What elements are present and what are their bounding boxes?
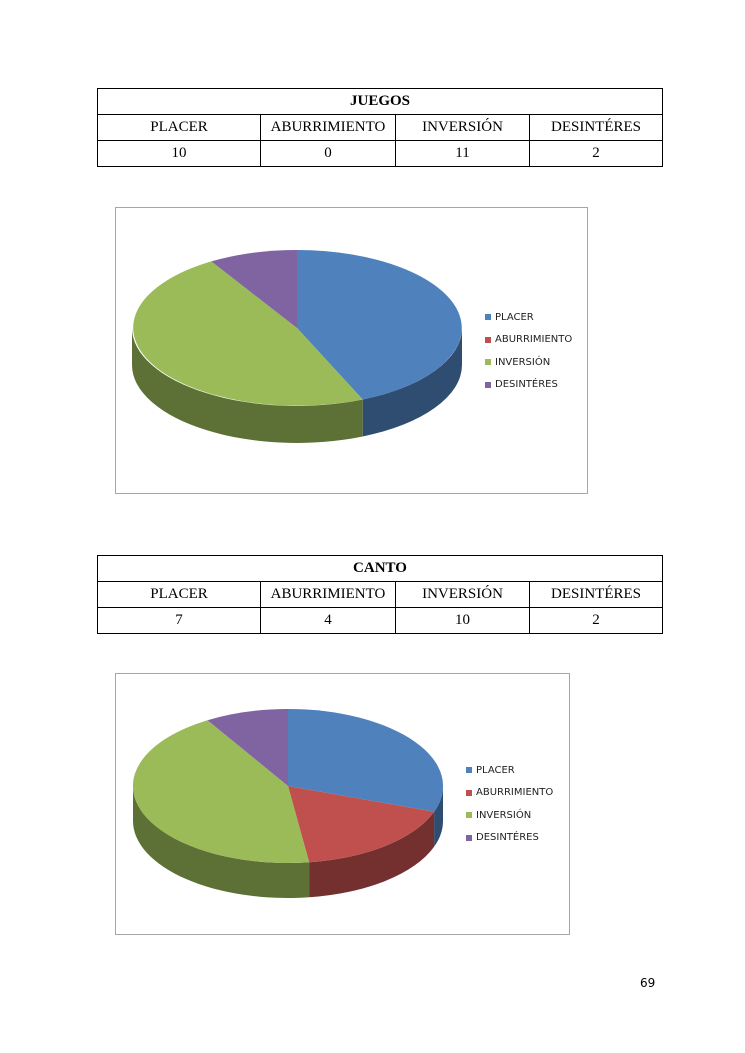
table-title: CANTO [97,555,663,582]
legend-item: ABURRIMIENTO [485,329,572,352]
value-cell: 2 [529,140,663,167]
legend-item: ABURRIMIENTO [466,782,553,805]
pie-slice-side-placer [362,328,462,437]
legend-label: DESINTÉRES [476,832,539,844]
legend-swatch [485,314,491,321]
value-cell: 11 [395,140,530,167]
header-cell: PLACER [97,114,261,141]
legend-swatch [466,789,472,796]
pie-slice-inversión [133,261,363,406]
legend-swatch [466,834,472,841]
legend-swatch [466,812,472,819]
pie-svg [132,250,462,443]
pie-svg [132,709,444,899]
legend-label: INVERSIÓN [476,809,532,821]
pie-slice-side-inversión [132,328,363,443]
value-cell: 0 [260,140,396,167]
header-cell: PLACER [97,581,261,608]
legend: PLACER ABURRIMIENTO INVERSIÓN DESINTÉRES [466,759,553,849]
pie-slice-inversión [132,720,310,864]
legend-item: PLACER [485,306,572,329]
page-number: 69 [640,976,656,990]
value-cell: 10 [97,140,261,167]
legend-item: INVERSIÓN [466,804,553,827]
value-cell: 2 [529,607,663,634]
legend-swatch [485,359,491,366]
pie-slice-side-aburrimiento [309,811,435,898]
pie-slice-aburrimiento [288,786,435,863]
legend-item: INVERSIÓN [485,351,572,374]
legend-item: PLACER [466,759,553,782]
table-title: JUEGOS [97,88,663,115]
legend-label: ABURRIMIENTO [495,334,573,346]
legend-swatch [485,336,491,343]
header-cell: INVERSIÓN [395,114,530,141]
juegos-pie-chart: PLACER ABURRIMIENTO INVERSIÓN DESINTÉRES [115,207,588,494]
header-cell: DESINTÉRES [529,581,663,608]
canto-table: CANTO PLACER ABURRIMIENTO INVERSIÓN DESI… [97,555,663,634]
header-cell: ABURRIMIENTO [260,114,396,141]
header-cell: ABURRIMIENTO [260,581,396,608]
legend-label: PLACER [476,764,515,776]
juegos-table: JUEGOS PLACER ABURRIMIENTO INVERSIÓN DES… [97,88,663,167]
pie-slice-side-placer [434,786,444,847]
value-cell: 7 [97,607,261,634]
legend-item: DESINTÉRES [485,374,572,397]
header-cell: DESINTÉRES [529,114,663,141]
value-cell: 10 [395,607,530,634]
legend-label: ABURRIMIENTO [476,787,554,799]
pie-slice-side-inversión [133,786,310,899]
legend-swatch [485,381,491,388]
pie-slice-desintéres [211,250,297,328]
pie-slice-desintéres [207,709,288,786]
pie-slice-placer [297,250,462,400]
header-cell: INVERSIÓN [395,581,530,608]
pie-slice-placer [288,709,444,812]
legend-item: DESINTÉRES [466,827,553,850]
legend: PLACER ABURRIMIENTO INVERSIÓN DESINTÉRES [485,306,572,396]
canto-pie-chart: PLACER ABURRIMIENTO INVERSIÓN DESINTÉRES [115,673,570,935]
value-cell: 4 [260,607,396,634]
legend-swatch [466,767,472,774]
legend-label: PLACER [495,311,534,323]
legend-label: INVERSIÓN [495,356,551,368]
legend-label: DESINTÉRES [495,379,558,391]
